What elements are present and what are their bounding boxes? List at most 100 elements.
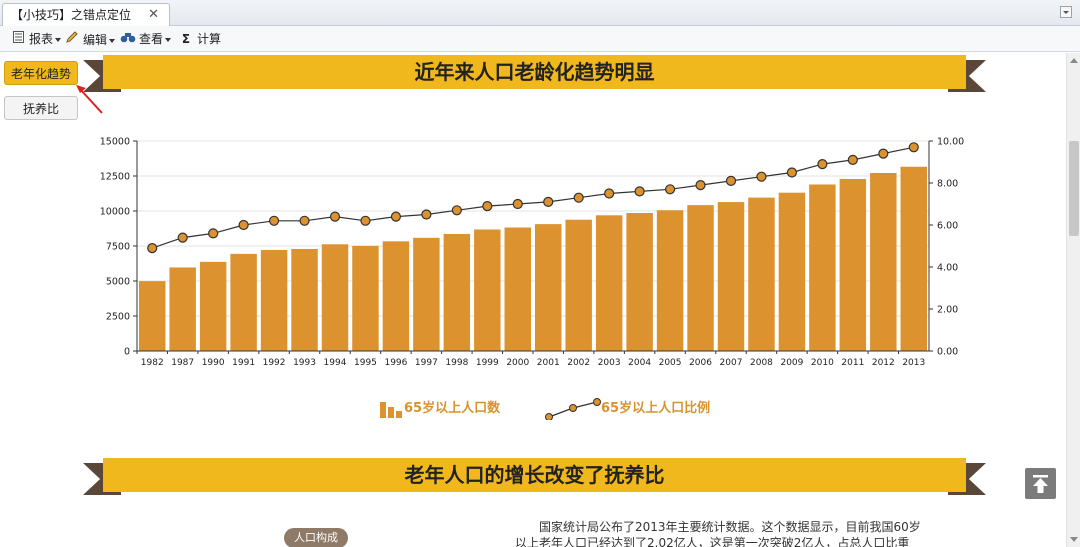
y-left-tick-label: 0: [124, 347, 130, 358]
close-icon[interactable]: ✕: [148, 7, 159, 22]
y-right-tick-label: 6.00: [937, 221, 958, 232]
aging-chart: 0 2500 5000 7500 10000 12500 15000 0.00 2.00 4.00…: [100, 137, 964, 369]
x-tick-label: 2008: [750, 358, 773, 368]
view-menu[interactable]: 查看: [120, 30, 172, 48]
bar: [321, 244, 349, 351]
scroll-down-icon[interactable]: [1070, 537, 1078, 542]
x-tick-label: 2003: [598, 358, 621, 368]
x-tick-label: 2013: [902, 358, 925, 368]
report-icon: [10, 30, 26, 48]
bar: [199, 261, 227, 351]
legend-line-label: 65岁以上人口比例: [601, 401, 711, 416]
bar: [656, 210, 684, 351]
line-series: [147, 142, 919, 254]
bar: [413, 237, 440, 351]
section-banner-dependency: 老年人口的增长改变了抚养比: [83, 458, 986, 495]
aging-trend-button[interactable]: 老年化趋势: [4, 61, 78, 85]
y-left-tick-label: 10000: [100, 207, 130, 218]
bar: [504, 227, 531, 351]
bar: [626, 213, 653, 351]
bar: [778, 192, 806, 351]
x-tick-label: 1999: [476, 358, 499, 368]
ratio-point: [177, 232, 188, 243]
x-tick-label: 2010: [811, 358, 834, 368]
ratio-point: [817, 158, 828, 170]
x-tick-label: 2004: [628, 358, 651, 368]
vertical-scrollbar[interactable]: [1066, 53, 1080, 547]
ratio-point: [512, 198, 523, 210]
ratio-point: [238, 219, 249, 231]
calc-label: 计算: [197, 32, 222, 46]
bar: [474, 229, 501, 351]
ratio-point: [421, 209, 432, 220]
bar: [870, 173, 897, 351]
y-right-tick-label: 4.00: [937, 263, 958, 274]
x-tick-label: 1987: [171, 358, 194, 368]
x-tick-label: 1996: [384, 358, 407, 368]
legend-bar-label: 65岁以上人口数: [404, 401, 501, 416]
section-title: 近年来人口老龄化趋势明显: [103, 55, 966, 89]
y-right-tick-label: 0.00: [937, 347, 958, 358]
x-tick-label: 2012: [872, 358, 895, 368]
scroll-up-icon[interactable]: [1070, 58, 1078, 63]
line-legend-icon: [545, 397, 601, 421]
tab-menu-icon[interactable]: [1060, 6, 1072, 18]
x-tick-label: 1994: [324, 358, 347, 368]
scroll-thumb[interactable]: [1069, 141, 1079, 236]
report-menu[interactable]: 报表: [10, 30, 62, 48]
x-tick-label: 1995: [354, 358, 377, 368]
bar: [900, 166, 927, 351]
paragraph-line: 以上老年人口已经达到了2.02亿人，这是第一次突破2亿人，占总人口比重: [515, 536, 910, 547]
sigma-icon: Σ: [181, 32, 191, 46]
report-content: 近年来人口老龄化趋势明显 老年化趋势 抚养比 0 2500 5000 7500 1000…: [0, 53, 1066, 547]
tab-title: 【小技巧】之错点定位: [11, 8, 132, 22]
x-tick-label: 2002: [567, 358, 590, 368]
x-tick-label: 1993: [293, 358, 316, 368]
x-tick-label: 1997: [415, 358, 438, 368]
legend-line: 65岁以上人口比例: [545, 397, 711, 421]
ratio-point: [390, 211, 402, 222]
ratio-point: [451, 205, 462, 216]
chevron-down-icon: [109, 38, 116, 43]
dependency-ratio-button[interactable]: 抚养比: [4, 96, 78, 120]
bar: [748, 197, 775, 351]
ratio-point: [482, 201, 493, 212]
annotation-arrow: [76, 85, 103, 114]
x-tick-label: 2009: [780, 358, 803, 368]
ratio-point: [695, 180, 706, 191]
back-to-top-button[interactable]: [1025, 468, 1056, 499]
y-left-tick-label: 12500: [100, 172, 130, 183]
arrow-up-icon: [1033, 475, 1048, 493]
x-tick-label: 1982: [141, 358, 164, 368]
x-tick-label: 1990: [202, 358, 225, 368]
calc-button[interactable]: Σ 计算: [178, 30, 221, 48]
y-left-tick-label: 7500: [106, 242, 130, 253]
intro-paragraph: 国家统计局公布了2013年主要统计数据。这个数据显示，目前我国60岁 以上老年人…: [515, 519, 945, 547]
toolbar: 报表 编辑 查看 Σ 计算: [0, 26, 1080, 52]
x-tick-label: 1998: [445, 358, 468, 368]
chart-labels: 0 2500 5000 7500 10000 12500 15000 0.00 2.00 4.00…: [100, 137, 964, 369]
y-left-tick-label: 15000: [100, 137, 130, 148]
x-tick-label: 2001: [537, 358, 560, 368]
bar: [352, 245, 379, 351]
bar: [717, 202, 745, 351]
ratio-point: [208, 228, 219, 239]
ratio-point: [329, 211, 341, 222]
report-label: 报表: [29, 32, 54, 46]
bar: [260, 249, 288, 351]
bar: [809, 184, 836, 351]
y-right-tick-label: 10.00: [937, 137, 964, 148]
bar: [565, 219, 592, 351]
x-tick-label: 2006: [689, 358, 712, 368]
ratio-point: [634, 186, 645, 197]
x-tick-label: 2007: [720, 358, 743, 368]
tab-main[interactable]: 【小技巧】之错点定位 ✕: [2, 3, 170, 26]
bar: [535, 224, 562, 351]
ratio-point: [268, 215, 280, 226]
edit-menu[interactable]: 编辑: [64, 30, 116, 49]
pencil-icon: [64, 30, 80, 49]
binoculars-icon: [120, 30, 136, 48]
section-title: 老年人口的增长改变了抚养比: [103, 458, 966, 492]
population-structure-badge: 人口构成: [284, 528, 348, 547]
